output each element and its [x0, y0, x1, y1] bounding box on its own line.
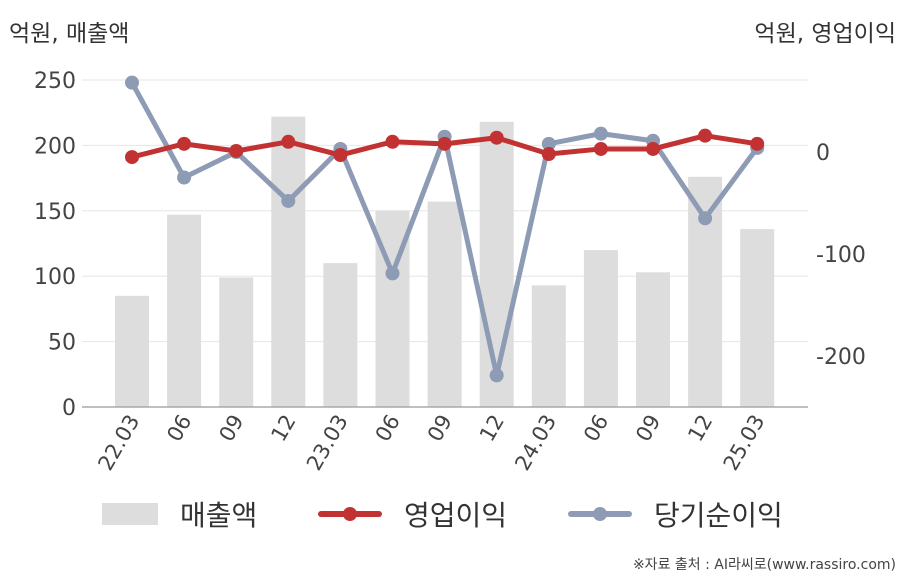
bar-revenue — [531, 285, 566, 407]
right-axis-unit-label: 억원, 영업이익 — [754, 21, 896, 47]
x-tick-label: 12 — [683, 411, 717, 446]
x-tick-label: 12 — [475, 411, 509, 446]
left-tick-label: 100 — [34, 265, 76, 290]
right-tick-label: -100 — [816, 243, 866, 268]
point-operating-profit — [698, 128, 713, 143]
bar-revenue — [479, 121, 514, 407]
point-net-income — [593, 126, 608, 141]
point-net-income — [489, 368, 504, 383]
point-operating-profit — [125, 150, 139, 165]
legend-swatch-revenue — [102, 503, 158, 525]
x-tick-label: 23.03 — [302, 411, 353, 475]
bar-revenue — [323, 263, 358, 407]
point-operating-profit — [385, 134, 400, 149]
x-tick-label: 09 — [631, 411, 665, 446]
point-operating-profit — [646, 141, 660, 156]
legend-item-operating-profit: 영업이익 — [318, 492, 507, 536]
point-net-income — [177, 170, 192, 185]
x-tick-label: 12 — [266, 411, 300, 446]
legend-label-net-income: 당기순이익 — [654, 499, 783, 532]
right-tick-label: 0 — [816, 141, 830, 166]
legend-swatch-operating-profit — [318, 503, 382, 525]
point-net-income — [541, 136, 556, 151]
legend-item-net-income: 당기순이익 — [568, 492, 783, 536]
point-operating-profit — [593, 141, 608, 156]
point-operating-profit — [750, 136, 765, 151]
legend-item-revenue: 매출액 — [102, 492, 257, 536]
bar-revenue — [636, 272, 670, 407]
left-tick-label: 250 — [34, 69, 76, 94]
point-operating-profit — [229, 143, 244, 158]
right-tick-label: -200 — [816, 345, 866, 370]
left-tick-label: 200 — [34, 134, 76, 159]
bar-revenue — [740, 229, 775, 407]
left-tick-label: 0 — [62, 396, 76, 421]
left-tick-label: 50 — [48, 331, 76, 356]
point-net-income — [385, 266, 400, 281]
bar-revenue — [219, 277, 254, 407]
point-operating-profit — [333, 148, 348, 163]
point-operating-profit — [281, 134, 296, 149]
legend-swatch-net-income — [568, 503, 632, 525]
x-tick-label: 09 — [214, 411, 248, 446]
legend-label-operating-profit: 영업이익 — [404, 499, 508, 532]
legend-label-revenue: 매출액 — [180, 499, 258, 532]
point-operating-profit — [437, 136, 452, 151]
x-tick-label: 06 — [579, 411, 613, 446]
x-tick-label: 24.03 — [510, 411, 561, 475]
x-tick-label: 22.03 — [93, 411, 144, 475]
bar-revenue — [427, 201, 462, 407]
point-net-income — [125, 75, 139, 90]
x-tick-label: 06 — [162, 411, 196, 446]
point-net-income — [281, 193, 296, 208]
bar-revenue — [583, 250, 618, 407]
bar-revenue — [167, 214, 202, 407]
point-operating-profit — [489, 130, 504, 145]
point-operating-profit — [177, 136, 192, 151]
point-net-income — [698, 211, 713, 226]
bar-revenue — [271, 116, 306, 408]
source-note: ※자료 출처 : AI라씨로(www.rassiro.com) — [632, 557, 896, 573]
left-axis-unit-label: 억원, 매출액 — [9, 21, 130, 47]
point-operating-profit — [541, 147, 556, 162]
bar-revenue — [115, 295, 149, 407]
x-tick-label: 06 — [371, 411, 405, 446]
x-tick-label: 09 — [423, 411, 457, 446]
left-tick-label: 150 — [34, 200, 76, 225]
x-tick-label: 25.03 — [719, 411, 770, 475]
